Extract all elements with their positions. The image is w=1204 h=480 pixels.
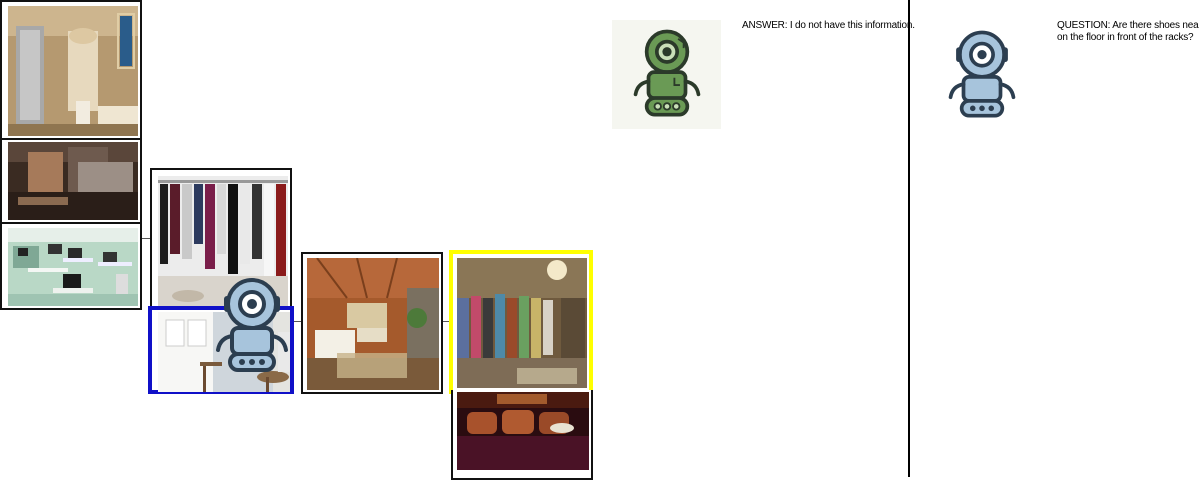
connector-line	[292, 321, 302, 322]
green-robot-icon	[633, 29, 701, 117]
view-thumbnail-dark-room[interactable]	[0, 132, 142, 224]
question-line-1: QUESTION: Are there shoes nea	[1057, 20, 1199, 31]
questioner-avatar	[948, 30, 1016, 118]
panel-divider	[908, 0, 910, 477]
bathroom-image	[8, 6, 138, 136]
view-thumbnail-bathroom[interactable]	[0, 0, 142, 140]
dark-room-image	[8, 142, 138, 220]
answerer-avatar	[612, 20, 721, 129]
blue-robot-icon	[948, 30, 1016, 118]
answer-text: ANSWER: I do not have this information.	[742, 20, 915, 31]
computer-lab-image	[8, 228, 138, 306]
view-thumbnail-living-room[interactable]	[301, 252, 443, 394]
home-theater-image	[457, 392, 589, 470]
view-thumbnail-walk-in-closet[interactable]	[449, 250, 593, 394]
connector-line	[442, 321, 452, 322]
walk-in-closet-image	[457, 258, 587, 388]
question-text: QUESTION: Are there shoes nea on the flo…	[1057, 20, 1204, 44]
view-thumbnail-home-theater[interactable]	[451, 390, 593, 480]
question-line-2: on the floor in front of the racks?	[1057, 32, 1194, 43]
connector-line	[141, 238, 151, 239]
living-room-image	[307, 258, 439, 390]
blue-robot-icon	[216, 278, 288, 372]
view-thumbnail-computer-lab[interactable]	[0, 222, 142, 310]
